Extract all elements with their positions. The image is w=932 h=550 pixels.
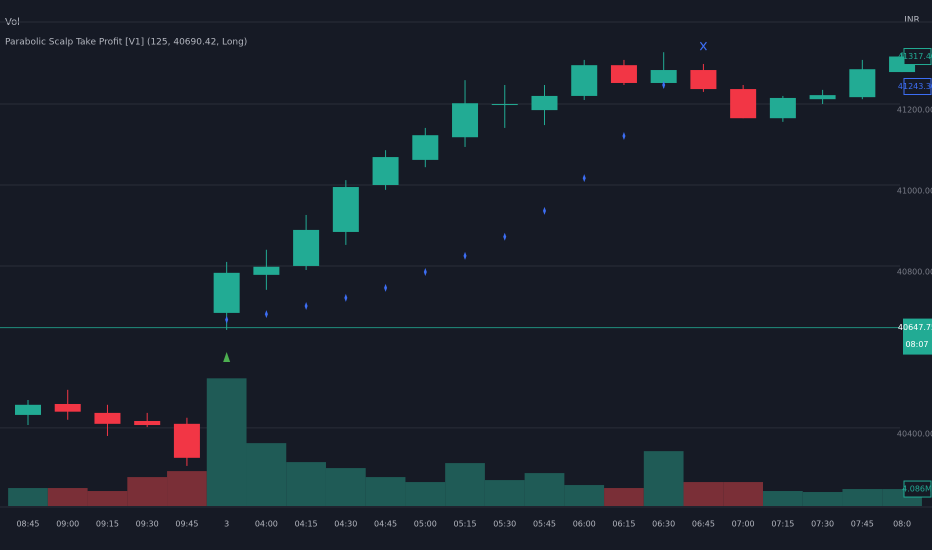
y-tick-label: 41000.00 — [897, 186, 932, 195]
price-label: 41243.30 — [898, 82, 932, 91]
candle-body — [94, 412, 121, 424]
x-tick-label: 09:00 — [56, 520, 79, 529]
candle-body — [173, 423, 200, 458]
sar-dot — [542, 206, 546, 215]
x-tick-label: 07:30 — [811, 520, 834, 529]
volume-bar — [87, 491, 128, 506]
volume-bar — [643, 451, 684, 506]
volume-bar — [524, 473, 565, 506]
candle-body — [491, 104, 518, 106]
plot-layer: 41200.00 41000.00 40800.00 40400.00 08:45 09:… — [0, 21, 932, 529]
candle-body — [650, 70, 677, 83]
candle-body — [571, 65, 598, 96]
volume-bar — [325, 468, 366, 506]
sar-dot — [264, 310, 268, 319]
indicator-legend: Parabolic Scalp Take Profit [V1] (125, 4… — [5, 38, 247, 48]
candle-body — [213, 272, 240, 313]
volume-bar — [445, 463, 485, 506]
volume-bar — [723, 482, 764, 506]
volume-bar — [8, 488, 48, 506]
y-tick-label: 40400.00 — [897, 429, 932, 438]
sar-dot — [503, 232, 507, 241]
volume-bar — [365, 477, 406, 506]
x-tick-label: 06:30 — [652, 520, 675, 529]
x-tick-label: 05:30 — [493, 520, 516, 529]
volume-bar — [842, 489, 883, 506]
volume-label: 4.086M — [902, 485, 932, 494]
sar-dot — [304, 302, 308, 311]
volume-bar — [405, 482, 446, 506]
volume-bar — [47, 488, 88, 506]
y-tick-label: 40800.00 — [897, 267, 932, 276]
price-label-box — [903, 318, 932, 355]
candle-body — [452, 103, 479, 138]
x-tick-label: 07:45 — [851, 520, 874, 529]
candle-body — [134, 420, 161, 426]
candle-body — [332, 187, 359, 232]
candle-body — [293, 229, 320, 266]
volume-bar — [206, 378, 247, 506]
candle-body — [54, 403, 81, 412]
price-label-box — [903, 48, 932, 66]
sar-dot — [225, 315, 229, 324]
entry-marker — [223, 352, 231, 363]
x-tick-label: 09:45 — [175, 520, 198, 529]
sar-dot — [344, 293, 348, 302]
volume-label-box — [903, 480, 932, 498]
x-tick-label: 04:15 — [295, 520, 318, 529]
x-tick-label: 07:15 — [771, 520, 794, 529]
sar-dot — [582, 174, 586, 183]
countdown-label: 08:07 — [905, 340, 928, 349]
candle-body — [809, 95, 836, 100]
candle-body — [253, 266, 280, 275]
x-tick-label: 04:00 — [255, 520, 278, 529]
candle-body — [15, 404, 41, 415]
x-tick-label: 05:15 — [453, 520, 476, 529]
candle-body — [849, 69, 876, 98]
candle-body — [610, 65, 637, 83]
exit-marker — [699, 41, 707, 51]
x-tick-label: 09:15 — [96, 520, 119, 529]
sar-dot — [622, 132, 626, 141]
sar-dot — [384, 283, 388, 292]
currency-label: INR — [904, 16, 920, 26]
volume-bar — [683, 482, 724, 506]
x-tick-label: 06:45 — [692, 520, 715, 529]
x-tick-label: 3 — [224, 520, 229, 529]
x-tick-label: 06:15 — [612, 520, 635, 529]
volume-bar — [484, 480, 525, 506]
candle-body — [372, 157, 399, 185]
x-tick-label: 05:00 — [414, 520, 437, 529]
volume-bar — [604, 488, 644, 506]
sar-dot — [662, 81, 666, 90]
candle-body — [531, 95, 558, 111]
x-tick-label: 04:45 — [374, 520, 397, 529]
volume-bar — [763, 491, 803, 506]
x-tick-label: 08:0 — [893, 520, 911, 529]
candle-body — [730, 89, 757, 119]
candle-body — [769, 97, 796, 119]
candle-body — [412, 135, 439, 160]
price-label: 40647.75 — [898, 323, 932, 332]
x-tick-label: 04:30 — [334, 520, 357, 529]
price-label-box — [903, 78, 932, 96]
volume-bar — [127, 477, 168, 506]
volume-bar — [564, 485, 605, 506]
volume-bar — [246, 443, 287, 506]
x-tick-label: 09:30 — [136, 520, 159, 529]
y-tick-label: 41200.00 — [897, 106, 932, 115]
candle-body — [690, 70, 717, 90]
price-label: 41317.40 — [898, 52, 932, 61]
x-tick-label: 05:45 — [533, 520, 556, 529]
volume-bar — [286, 462, 326, 506]
volume-bar — [167, 471, 207, 506]
x-tick-label: 08:45 — [16, 520, 39, 529]
sar-dot — [463, 251, 467, 260]
sar-dot — [423, 268, 427, 277]
x-tick-label: 06:00 — [573, 520, 596, 529]
volume-bar — [802, 492, 843, 506]
x-tick-label: 07:00 — [732, 520, 755, 529]
